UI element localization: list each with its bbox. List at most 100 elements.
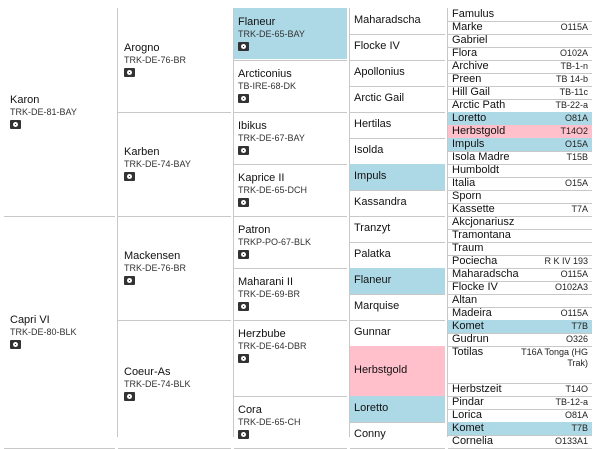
gen4-name[interactable]: Maharadscha xyxy=(354,14,421,26)
row-divider xyxy=(4,216,115,217)
gen4-name[interactable]: Hertilas xyxy=(354,118,392,130)
gen5-name[interactable]: Herbstzeit xyxy=(452,383,502,395)
row-divider xyxy=(118,112,231,113)
gen5-name[interactable]: Akcjonariusz xyxy=(452,216,515,228)
gen5-name[interactable]: Isola Madre xyxy=(452,151,510,163)
gen3-name[interactable]: Cora xyxy=(238,404,262,416)
column-divider xyxy=(117,8,118,437)
gen3-name[interactable]: Patron xyxy=(238,224,271,236)
camera-icon[interactable] xyxy=(124,68,135,77)
gen2-name[interactable]: Mackensen xyxy=(124,250,181,262)
row-divider xyxy=(448,60,592,61)
gen4-name[interactable]: Impuls xyxy=(354,170,387,182)
gen4-name[interactable]: Tranzyt xyxy=(354,222,391,234)
gen4-name[interactable]: Flaneur xyxy=(354,274,392,286)
gen3-name[interactable]: Herzbube xyxy=(238,328,286,340)
gen3-name[interactable]: Maharani II xyxy=(238,276,294,288)
gen5-name[interactable]: Tramontana xyxy=(452,229,511,241)
gen5-name[interactable]: Gudrun xyxy=(452,333,489,345)
gen5-name[interactable]: Komet xyxy=(452,422,484,434)
camera-icon[interactable] xyxy=(10,340,21,349)
row-divider xyxy=(350,190,445,191)
gen4-name[interactable]: Apollonius xyxy=(354,66,405,78)
registration-code: O326 xyxy=(565,334,588,344)
gen4-name[interactable]: Herbstgold xyxy=(354,364,408,376)
gen5-name[interactable]: Italia xyxy=(452,177,476,189)
gen4-name[interactable]: Loretto xyxy=(354,402,389,414)
gen5-name[interactable]: Komet xyxy=(452,320,484,332)
camera-icon[interactable] xyxy=(238,198,249,207)
gen5-name[interactable]: Kassette xyxy=(452,203,495,215)
gen4-name[interactable]: Conny xyxy=(354,428,386,440)
gen5-name[interactable]: Lorica xyxy=(452,409,482,421)
gen3-registration: TRK-DE-65-BAY xyxy=(238,29,305,39)
gen5-name[interactable]: Traum xyxy=(452,242,484,254)
gen5-name[interactable]: Pociecha xyxy=(452,255,498,267)
gen5-name[interactable]: Flora xyxy=(452,47,478,59)
row-divider xyxy=(350,34,445,35)
camera-icon[interactable] xyxy=(238,94,249,103)
camera-icon[interactable] xyxy=(238,302,249,311)
camera-icon[interactable] xyxy=(238,42,249,51)
registration-code: O115A xyxy=(560,269,588,279)
gen5-name[interactable]: Famulus xyxy=(452,8,495,20)
row-divider xyxy=(234,396,347,397)
gen3-name[interactable]: Flaneur xyxy=(238,16,276,28)
gen4-name[interactable]: Flocke IV xyxy=(354,40,400,52)
gen5-name[interactable]: Impuls xyxy=(452,138,485,150)
gen5-name[interactable]: Preen xyxy=(452,73,482,85)
gen5-name[interactable]: Gabriel xyxy=(452,34,488,46)
row-divider xyxy=(234,112,347,113)
gen5-name[interactable]: Madeira xyxy=(452,307,492,319)
row-divider xyxy=(350,320,445,321)
gen4-name[interactable]: Gunnar xyxy=(354,326,391,338)
gen5-name[interactable]: Totilas xyxy=(452,346,484,358)
registration-code: TB 14-b xyxy=(555,74,588,84)
gen4-name[interactable]: Arctic Gail xyxy=(354,92,405,104)
gen5-name[interactable]: Archive xyxy=(452,60,489,72)
camera-icon[interactable] xyxy=(238,250,249,259)
gen1-name[interactable]: Capri VI xyxy=(10,314,50,326)
row-divider xyxy=(234,60,347,61)
camera-icon[interactable] xyxy=(238,146,249,155)
gen2-name[interactable]: Coeur-As xyxy=(124,366,171,378)
gen1-registration: TRK-DE-81-BAY xyxy=(10,107,77,117)
camera-icon[interactable] xyxy=(10,120,21,129)
gen3-name[interactable]: Arcticonius xyxy=(238,68,292,80)
gen5-name[interactable]: Marke xyxy=(452,21,483,33)
registration-code: TB-11c xyxy=(559,87,588,97)
row-divider xyxy=(350,242,445,243)
camera-icon[interactable] xyxy=(238,354,249,363)
camera-icon[interactable] xyxy=(124,392,135,401)
gen5-name[interactable]: Humboldt xyxy=(452,164,500,176)
gen3-name[interactable]: Kaprice II xyxy=(238,172,285,184)
gen5-name[interactable]: Herbstgold xyxy=(452,125,506,137)
gen5-name[interactable]: Flocke IV xyxy=(452,281,498,293)
highlight-bg xyxy=(448,320,592,333)
gen4-name[interactable]: Palatka xyxy=(354,248,391,260)
gen2-name[interactable]: Karben xyxy=(124,146,160,158)
gen4-name[interactable]: Kassandra xyxy=(354,196,407,208)
gen3-registration: TRK-DE-67-BAY xyxy=(238,133,305,143)
gen5-name[interactable]: Pindar xyxy=(452,396,484,408)
registration-code: TB-12-a xyxy=(555,397,588,407)
gen5-name[interactable]: Sporn xyxy=(452,190,482,202)
gen1-name[interactable]: Karon xyxy=(10,94,40,106)
camera-icon[interactable] xyxy=(124,172,135,181)
camera-icon[interactable] xyxy=(238,430,249,439)
registration-code: TB-1-n xyxy=(560,61,588,71)
gen5-name[interactable]: Cornelia xyxy=(452,435,493,447)
gen5-name[interactable]: Arctic Path xyxy=(452,99,506,111)
column-divider xyxy=(233,8,234,437)
gen5-name[interactable]: Loretto xyxy=(452,112,487,124)
gen5-name[interactable]: Maharadscha xyxy=(452,268,519,280)
row-divider xyxy=(448,190,592,191)
camera-icon[interactable] xyxy=(124,276,135,285)
gen2-name[interactable]: Arogno xyxy=(124,42,160,54)
gen3-name[interactable]: Ibikus xyxy=(238,120,267,132)
gen5-name[interactable]: Hill Gail xyxy=(452,86,490,98)
gen4-name[interactable]: Isolda xyxy=(354,144,384,156)
gen5-name[interactable]: Altan xyxy=(452,294,478,306)
gen4-name[interactable]: Marquise xyxy=(354,300,400,312)
row-divider xyxy=(448,307,592,308)
